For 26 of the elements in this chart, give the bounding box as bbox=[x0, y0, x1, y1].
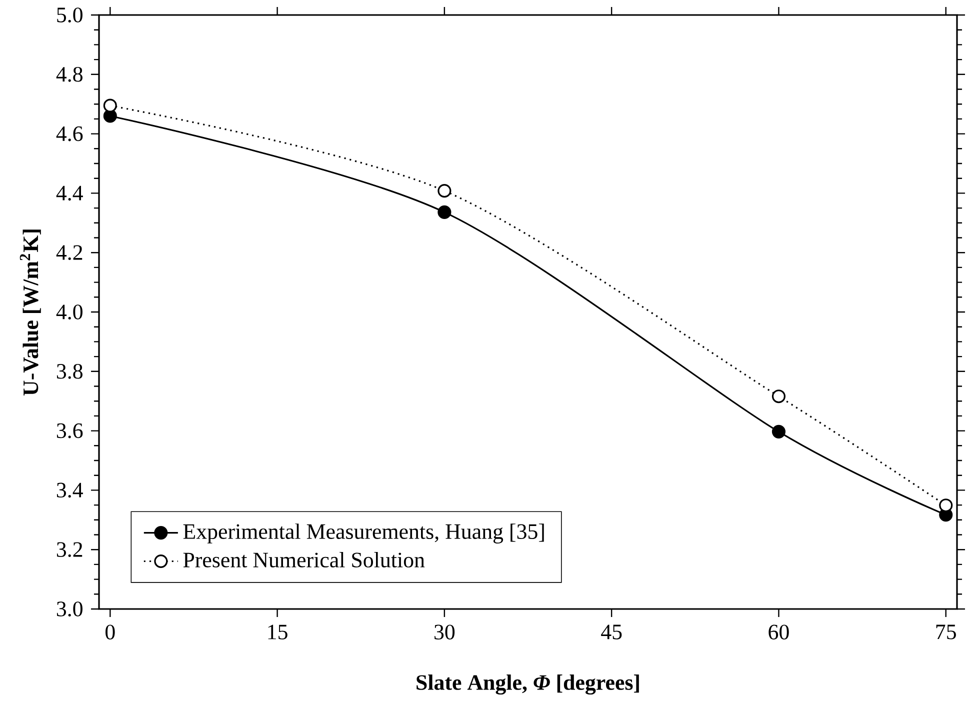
y-axis-title: U-Value [W/m$^{2}$K] bbox=[20, 230, 41, 396]
x-tick-label: 30 bbox=[434, 624, 455, 640]
point bbox=[438, 184, 452, 198]
x-tick-label: 60 bbox=[768, 624, 789, 640]
y-tick-label: 4.4 bbox=[56, 186, 83, 201]
y-tick-label: 5.0 bbox=[57, 8, 82, 22]
x-tick-label: 0 bbox=[106, 624, 115, 640]
y-tick-label: 4.2 bbox=[56, 245, 82, 260]
y-tick-label: 3.0 bbox=[56, 602, 82, 616]
point bbox=[103, 98, 117, 112]
x-tick-label: 45 bbox=[601, 624, 622, 640]
x-tick-label: 15 bbox=[268, 624, 288, 640]
point bbox=[772, 424, 786, 438]
y-tick-label: 3.2 bbox=[56, 542, 82, 558]
x-tick-label: 75 bbox=[936, 624, 956, 640]
y-tick-label: 4.0 bbox=[56, 304, 82, 320]
y-tick-label: 4.8 bbox=[56, 66, 82, 82]
point bbox=[772, 390, 786, 404]
legend-label: Present Numerical Solution bbox=[183, 552, 425, 568]
point bbox=[438, 205, 452, 219]
y-tick-label: 3.6 bbox=[56, 423, 83, 438]
legend-label: Experimental Measurements, Huang [35] bbox=[183, 524, 544, 544]
y-tick-label: 3.4 bbox=[56, 482, 83, 498]
x-axis-title: Slate Angle, Φ [degrees] bbox=[416, 674, 639, 695]
y-tick-label: 4.6 bbox=[56, 126, 83, 142]
y-tick-label: 3.8 bbox=[56, 364, 82, 379]
